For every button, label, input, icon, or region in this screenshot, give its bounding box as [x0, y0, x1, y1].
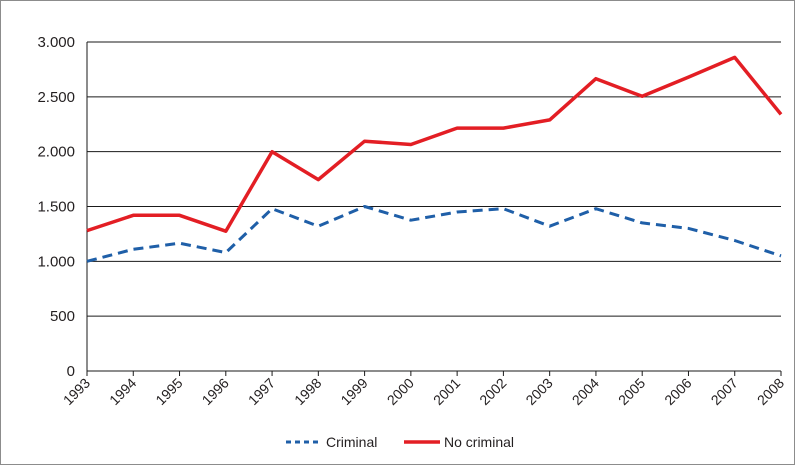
data-point — [316, 224, 320, 228]
data-point — [733, 55, 737, 59]
data-point — [733, 238, 737, 242]
data-point — [779, 254, 783, 258]
data-point — [455, 126, 459, 130]
data-point — [409, 143, 413, 147]
data-point — [686, 75, 690, 79]
x-tick-label: 2001 — [430, 375, 463, 408]
y-tick-label: 1.000 — [37, 253, 75, 270]
x-tick-label: 2003 — [522, 375, 555, 408]
series-lines — [85, 55, 783, 263]
data-point — [363, 205, 367, 209]
series-line-criminal — [86, 205, 782, 263]
series-line-no-criminal — [86, 55, 783, 233]
x-axis-ticks: 1993 1994 1995 1996 1997 1998 1999 2000 2001 2002… — [60, 371, 787, 408]
data-point — [640, 221, 644, 225]
x-tick-label: 2002 — [476, 375, 509, 408]
data-point — [363, 139, 367, 143]
y-tick-label: 2.000 — [37, 144, 75, 161]
data-point — [501, 207, 505, 211]
gridlines — [87, 41, 781, 317]
y-axis-ticks: 0 500 1.000 1.500 2.000 2.500 3.000 — [37, 34, 75, 380]
y-tick-label: 0 — [67, 363, 75, 380]
x-tick-label: 1996 — [199, 375, 232, 408]
x-tick-label: 2008 — [754, 375, 787, 408]
data-point — [270, 207, 274, 211]
legend-label: No criminal — [444, 434, 514, 450]
data-point — [686, 226, 690, 230]
x-tick-label: 2005 — [615, 375, 648, 408]
x-tick-label: 1995 — [152, 375, 185, 408]
x-tick-label: 2006 — [661, 375, 694, 408]
x-tick-label: 1997 — [245, 375, 278, 408]
legend: Criminal No criminal — [286, 434, 514, 450]
data-point — [224, 251, 228, 255]
x-tick-label: 1993 — [60, 375, 93, 408]
data-point — [548, 118, 552, 122]
data-point — [85, 229, 89, 233]
data-point — [85, 259, 89, 263]
data-point — [501, 126, 505, 130]
x-tick-label: 1994 — [106, 375, 139, 408]
x-tick-label: 1998 — [291, 375, 324, 408]
y-tick-label: 500 — [50, 308, 75, 325]
y-tick-label: 1.500 — [37, 199, 75, 216]
x-tick-label: 2007 — [708, 375, 741, 408]
data-point — [131, 247, 135, 251]
data-point — [316, 178, 320, 182]
data-point — [455, 210, 459, 214]
data-point — [131, 213, 135, 217]
data-point — [178, 213, 182, 217]
data-point — [409, 218, 413, 222]
data-point — [779, 112, 783, 116]
data-point — [640, 94, 644, 98]
data-point — [594, 207, 598, 211]
data-point — [548, 224, 552, 228]
y-tick-label: 3.000 — [37, 34, 75, 51]
axes — [86, 42, 781, 372]
data-point — [270, 150, 274, 154]
y-tick-label: 2.500 — [37, 89, 75, 106]
legend-label: Criminal — [326, 434, 377, 450]
data-point — [594, 77, 598, 81]
data-point — [178, 241, 182, 245]
x-tick-label: 1999 — [337, 375, 370, 408]
x-tick-label: 2004 — [569, 375, 602, 408]
x-tick-label: 2000 — [384, 375, 417, 408]
data-point — [224, 229, 228, 233]
